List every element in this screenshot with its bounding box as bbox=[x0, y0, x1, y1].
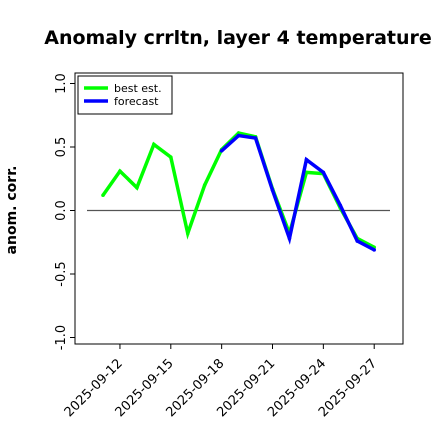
y-axis-label: anom. corr. bbox=[4, 166, 20, 255]
data-point bbox=[185, 231, 190, 236]
data-point bbox=[304, 157, 309, 162]
data-point bbox=[372, 248, 377, 252]
data-point bbox=[152, 142, 156, 147]
y-tick-label: -0.5 bbox=[54, 261, 69, 286]
data-point bbox=[338, 203, 343, 208]
data-point bbox=[270, 188, 275, 192]
data-point bbox=[202, 183, 207, 187]
y-tick-label: 1.0 bbox=[54, 73, 69, 94]
plot-area bbox=[87, 131, 390, 252]
data-point bbox=[101, 193, 105, 198]
y-tick-label: 0.0 bbox=[54, 200, 69, 221]
data-point bbox=[118, 169, 122, 173]
chart-title: Anomaly crrltn, layer 4 temperature bbox=[44, 27, 432, 49]
data-point bbox=[135, 185, 139, 190]
data-point bbox=[169, 155, 173, 159]
data-point bbox=[321, 170, 326, 175]
data-point bbox=[355, 239, 360, 243]
data-point bbox=[287, 236, 292, 241]
y-tick-label: -1.0 bbox=[54, 325, 69, 350]
data-point bbox=[253, 136, 258, 140]
plot-frame bbox=[74, 72, 404, 345]
data-point bbox=[236, 131, 241, 135]
legend: best est.forecast bbox=[77, 75, 173, 115]
data-point bbox=[236, 133, 241, 138]
y-tick-label: 0.5 bbox=[54, 137, 69, 158]
legend-box bbox=[77, 75, 173, 115]
legend-label: forecast bbox=[114, 95, 159, 108]
series-line-forecast bbox=[220, 133, 376, 252]
legend-label: best est. bbox=[114, 82, 162, 95]
data-point bbox=[219, 149, 224, 153]
